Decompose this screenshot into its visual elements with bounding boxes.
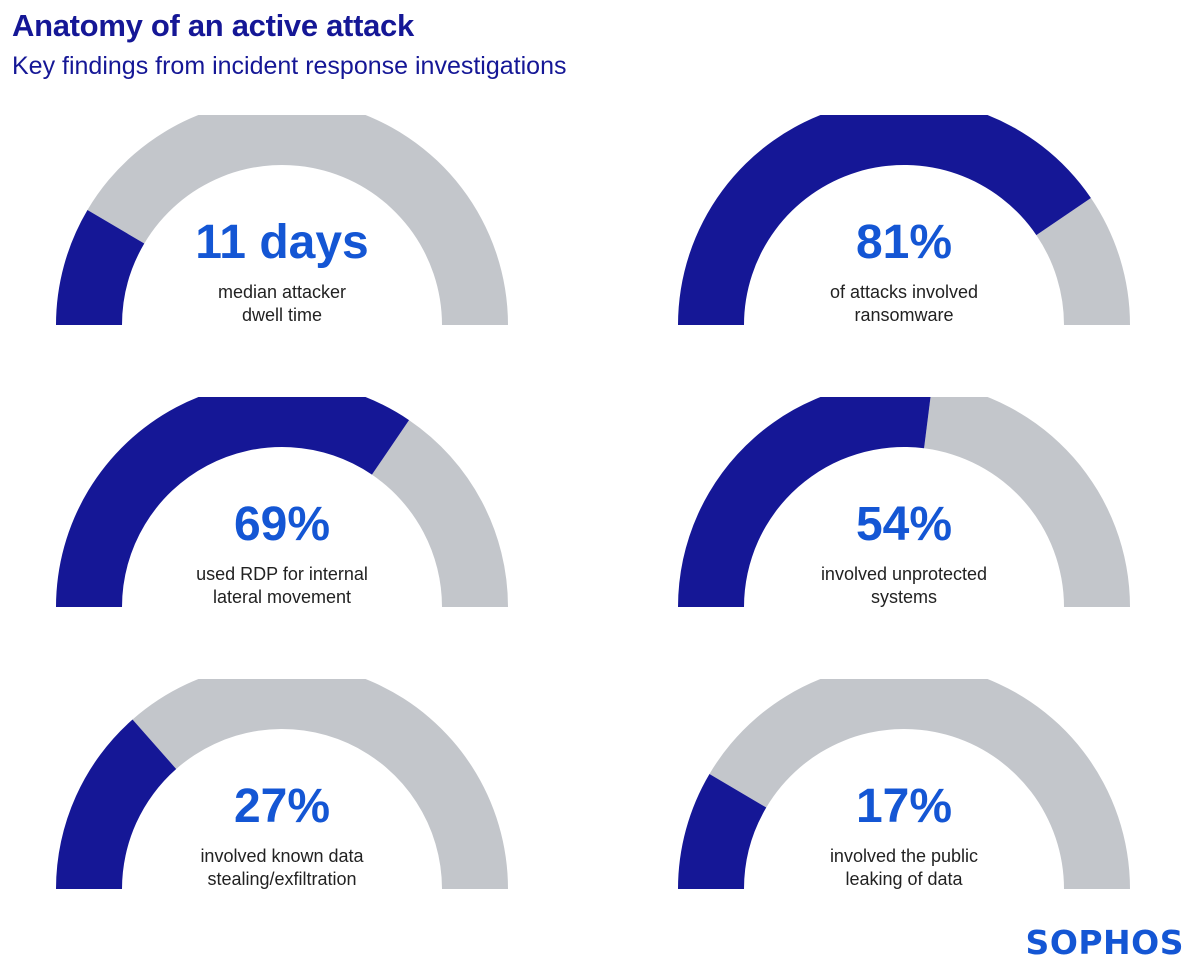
gauge-label: of attacks involved ransomware — [678, 281, 1130, 327]
gauge-value: 69% — [233, 498, 331, 551]
gauge-label-line2: leaking of data — [845, 869, 963, 889]
chart-title: Anatomy of an active attack — [12, 8, 414, 43]
gauge-fill-segment — [56, 209, 145, 325]
gauge-label-line2: lateral movement — [212, 587, 352, 607]
gauge-value: 11 days — [195, 216, 369, 269]
gauge-label-line2: stealing/exfiltration — [207, 869, 357, 889]
gauge-label: involved the public leaking of data — [678, 845, 1130, 891]
gauge-value: 54% — [855, 498, 953, 551]
gauge-arc — [56, 679, 508, 889]
gauge-track-segment — [371, 420, 508, 607]
gauge-exfiltration: 27% involved known data stealing/exfiltr… — [56, 679, 508, 889]
gauge-value: 17% — [855, 780, 953, 833]
gauge-fill-segment — [56, 397, 410, 607]
gauge-label-line2: systems — [870, 587, 937, 607]
chart-subtitle: Key findings from incident response inve… — [12, 52, 567, 80]
gauge-label-line1: involved the public — [829, 846, 979, 866]
gauge-label: involved unprotected systems — [678, 563, 1130, 609]
gauge-fill-segment — [678, 773, 767, 889]
gauge-fill-segment — [56, 719, 177, 889]
gauge-label-line1: of attacks involved — [829, 282, 979, 302]
gauge-track-segment — [709, 679, 1130, 889]
gauge-arc — [678, 397, 1130, 607]
gauge-fill-segment — [678, 397, 931, 607]
gauge-arc — [56, 397, 508, 607]
gauge-track-segment — [87, 115, 508, 325]
gauge-arc — [678, 115, 1130, 325]
gauge-label: involved known data stealing/exfiltratio… — [56, 845, 508, 891]
gauge-track-segment — [132, 679, 508, 889]
gauge-label: used RDP for internal lateral movement — [56, 563, 508, 609]
gauge-unprotected: 54% involved unprotected systems — [678, 397, 1130, 607]
sophos-logo: SOPHOS — [1025, 923, 1184, 962]
gauge-value: 81% — [855, 216, 953, 269]
gauge-track-segment — [1036, 197, 1130, 325]
gauge-arc — [678, 679, 1130, 889]
gauge-label-line1: median attacker — [217, 282, 347, 302]
gauge-label: median attacker dwell time — [56, 281, 508, 327]
gauge-label-line1: involved unprotected — [820, 564, 988, 584]
gauge-label-line2: dwell time — [241, 305, 323, 325]
gauge-rdp: 69% used RDP for internal lateral moveme… — [56, 397, 508, 607]
gauge-arc — [56, 115, 508, 325]
gauge-label-line2: ransomware — [854, 305, 954, 325]
gauge-label-line1: used RDP for internal — [196, 564, 368, 584]
gauge-public-leak: 17% involved the public leaking of data — [678, 679, 1130, 889]
gauge-ransomware: 81% of attacks involved ransomware — [678, 115, 1130, 325]
gauge-dwell-time: 11 days median attacker dwell time — [56, 115, 508, 325]
gauge-track-segment — [924, 397, 1130, 607]
gauge-value: 27% — [233, 780, 331, 833]
gauge-fill-segment — [678, 115, 1091, 325]
gauge-label-line1: involved known data — [200, 846, 364, 866]
